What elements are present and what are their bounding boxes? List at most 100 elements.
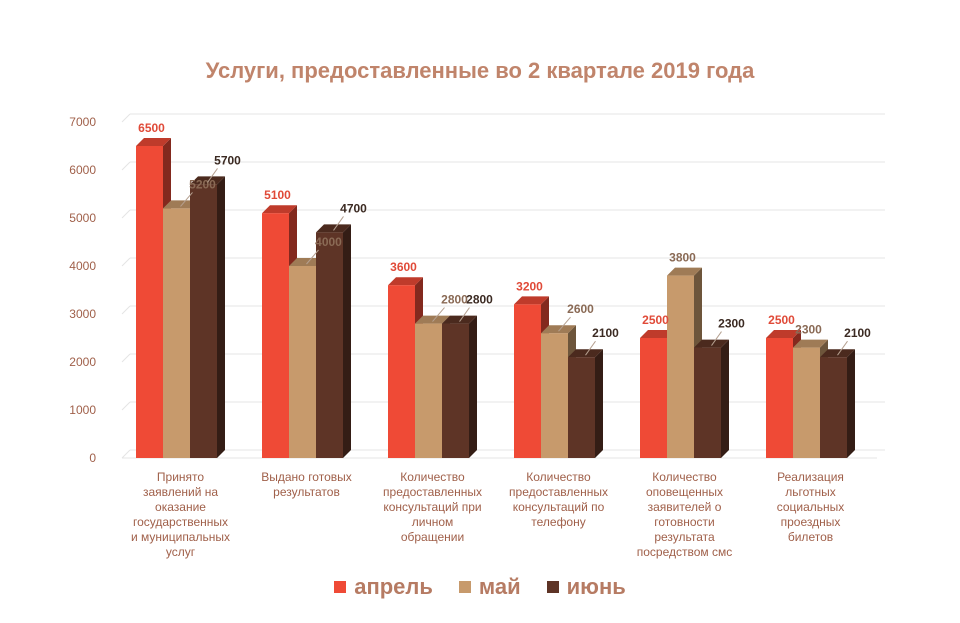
bar-top (136, 138, 171, 146)
data-label-leader (432, 307, 445, 322)
legend-swatch (546, 581, 559, 593)
bar-front (514, 304, 541, 458)
data-label: 2300 (718, 317, 745, 331)
legend-item: апрель (334, 574, 433, 600)
category-label-line: социальных (776, 500, 845, 514)
bar-top (190, 176, 225, 185)
category-label-line: заявителей о (647, 500, 722, 514)
bar-front (442, 323, 469, 458)
data-label: 2600 (567, 302, 594, 316)
bar-front (415, 323, 442, 458)
bar-top (667, 267, 702, 276)
category-label-line: проездных (780, 515, 841, 529)
bar-top (820, 349, 855, 358)
data-label: 2100 (844, 326, 871, 340)
data-label: 3800 (669, 251, 696, 265)
legend-label: май (478, 574, 521, 599)
data-label: 2500 (642, 313, 669, 327)
bar-top (793, 339, 828, 348)
category-label: Реализация льготных социальных проездных бил… (755, 470, 867, 545)
category-label-line: Принято (156, 470, 205, 484)
bar (820, 349, 855, 458)
data-label-leader (306, 249, 319, 265)
data-label: 3200 (516, 279, 543, 293)
y-tick-label: 7000 (69, 115, 96, 129)
bar-top (442, 315, 477, 324)
bar-top (316, 224, 351, 233)
category-label: Принято заявлений на оказание государственн… (125, 470, 237, 560)
bar (568, 349, 603, 458)
bar-front (766, 338, 793, 458)
bar-top (694, 339, 729, 348)
y-tick-label: 2000 (69, 355, 96, 369)
bar-front (262, 213, 289, 458)
category-label-line: личном (411, 515, 454, 529)
category-label: Количество предоставленных консультаций пр… (377, 470, 489, 545)
data-label-leader (459, 307, 470, 322)
data-label: 3600 (390, 260, 417, 274)
data-label-leader (207, 168, 218, 183)
bar-top (163, 200, 198, 209)
chart-title: Услуги, предоставленные во 2 квартале 20… (205, 58, 755, 83)
data-label: 2300 (795, 323, 822, 337)
category-label-line: предоставленных (383, 485, 482, 499)
category-label-line: оказание (155, 500, 206, 514)
category-label-line: услуг (165, 545, 196, 559)
gridline-side (121, 161, 131, 171)
bar-top (568, 349, 603, 358)
gridline-side (121, 305, 131, 315)
bar-front (793, 347, 820, 458)
bar-front (289, 266, 316, 458)
category-label-line: Выдано готовых (261, 470, 352, 484)
bar-side (595, 349, 603, 458)
data-label: 5100 (264, 188, 291, 202)
y-tick-label: 6000 (69, 163, 96, 177)
category-label-line: результата (654, 530, 715, 544)
data-label-leader (837, 340, 848, 356)
gridline-side (121, 209, 131, 219)
bar-top (541, 325, 576, 334)
category-label-line: телефону (531, 515, 586, 529)
gridline-side (121, 401, 131, 411)
bar (442, 315, 477, 458)
bar-top (388, 277, 423, 286)
category-label-line: готовности (654, 515, 715, 529)
data-label: 4000 (315, 235, 342, 249)
bar (190, 176, 225, 458)
data-label: 2500 (768, 313, 795, 327)
legend-swatch (334, 581, 347, 593)
legend-swatch (458, 581, 471, 593)
category-label: Количество предоставленных консультаций по… (503, 470, 615, 530)
legend: апрель май июнь (0, 574, 960, 600)
bar-front (190, 184, 217, 458)
gridline-side (121, 353, 131, 363)
data-label: 5700 (214, 153, 241, 167)
data-label: 4700 (340, 201, 367, 215)
category-label-line: Реализация (777, 470, 844, 484)
bar-top (415, 315, 450, 324)
category-label-line: и муниципальных (130, 530, 230, 544)
bar-front (694, 347, 721, 458)
category-label-line: Количество (652, 470, 717, 484)
bar-front (541, 333, 568, 458)
category-label-line: государственных (132, 515, 229, 529)
category-label: Количество оповещенных заявителей о готовно… (629, 470, 741, 560)
bar-front (316, 232, 343, 458)
y-tick-label: 0 (89, 451, 96, 465)
gridline-side (121, 113, 131, 123)
data-label-leader (585, 340, 596, 356)
gridline-side (121, 257, 131, 267)
category-label-line: Количество (400, 470, 465, 484)
bar (316, 224, 351, 458)
bar-side (217, 176, 225, 458)
data-label: 2800 (466, 293, 493, 307)
y-tick-label: 4000 (69, 259, 96, 273)
category-label-line: посредством смс (636, 545, 733, 559)
category-label-line: консультаций при (383, 500, 482, 514)
category-label-line: результатов (273, 485, 340, 499)
bar-top (289, 258, 324, 266)
y-tick-label: 3000 (69, 307, 96, 321)
data-label-leader (333, 216, 344, 231)
bar-side (847, 349, 855, 458)
data-label: 2800 (441, 293, 468, 307)
